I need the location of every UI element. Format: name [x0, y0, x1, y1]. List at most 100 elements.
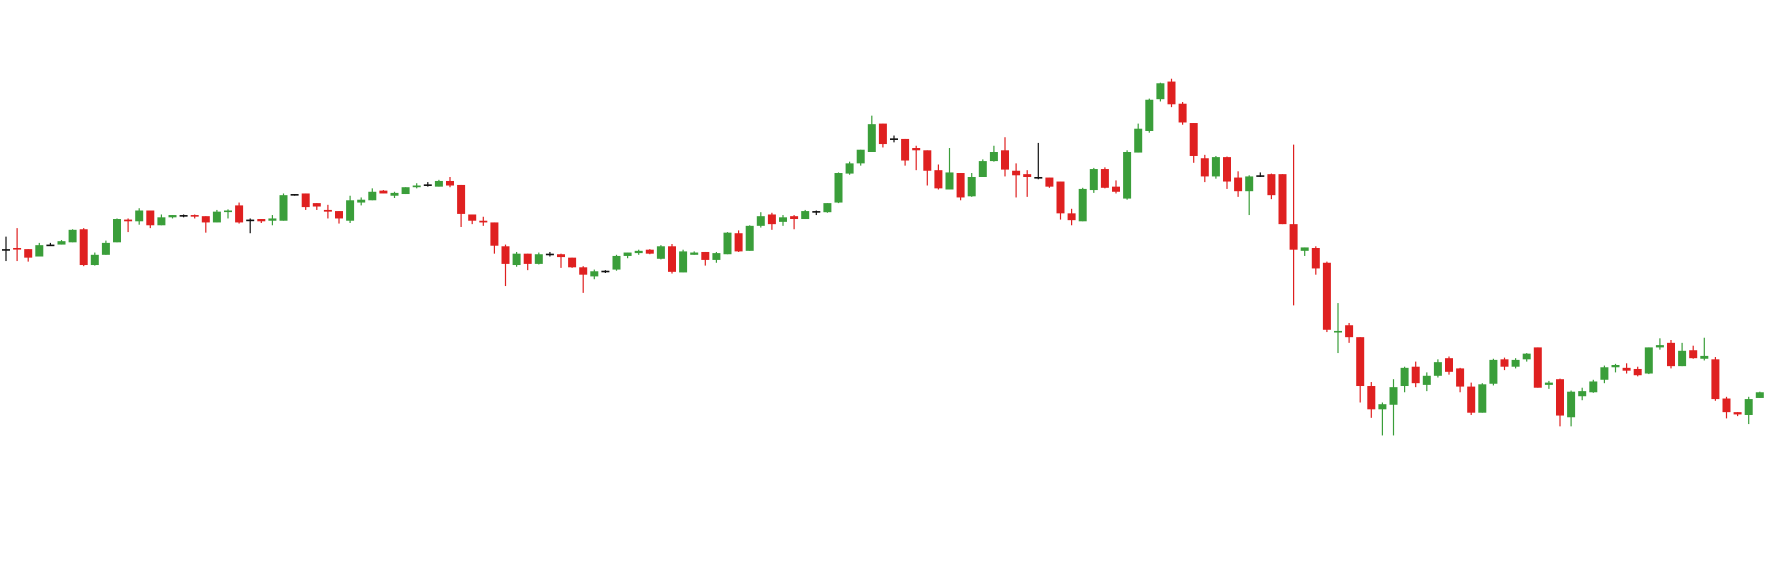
candle-body — [679, 251, 688, 273]
candle-body — [379, 190, 388, 194]
candle-body — [1589, 381, 1598, 393]
candle-body — [1300, 247, 1309, 251]
candle-112 — [1245, 175, 1254, 216]
candle-98 — [1089, 167, 1098, 193]
candle-102 — [1134, 123, 1143, 153]
candle-body — [912, 148, 921, 151]
candle-body — [434, 180, 443, 187]
candle-body — [1334, 330, 1342, 333]
candle-84 — [934, 164, 943, 190]
candle-body — [523, 253, 532, 264]
candle-117 — [1300, 247, 1309, 256]
candle-body — [335, 211, 343, 219]
candle-68 — [756, 212, 765, 228]
candle-body — [956, 173, 965, 198]
candle-104 — [1156, 82, 1165, 102]
candle-body — [1200, 158, 1209, 177]
candle-body — [1500, 359, 1509, 367]
candle-body — [1522, 353, 1531, 360]
candle-23 — [257, 219, 266, 223]
candle-120 — [1334, 303, 1342, 354]
candle-body — [512, 253, 521, 266]
candle-body — [1356, 337, 1365, 387]
candle-11 — [124, 218, 133, 233]
candle-51 — [568, 257, 577, 268]
candle-body — [501, 246, 510, 264]
candle-body — [101, 242, 110, 255]
candle-34 — [379, 190, 388, 194]
candle-body — [701, 251, 710, 260]
candle-body — [1112, 186, 1120, 192]
candle-body — [224, 210, 232, 213]
candle-150 — [1667, 340, 1675, 369]
candle-body — [1211, 157, 1220, 177]
candle-body — [989, 152, 998, 162]
candle-24 — [268, 215, 277, 226]
candle-body — [1755, 392, 1764, 398]
candle-body — [168, 215, 177, 218]
candle-27 — [301, 193, 310, 210]
candle-140 — [1556, 378, 1564, 427]
candle-113 — [1256, 172, 1265, 177]
candle-144 — [1600, 365, 1609, 384]
candle-body — [590, 271, 599, 277]
candle-body — [1533, 347, 1542, 388]
candle-53 — [590, 269, 599, 280]
candle-103 — [1145, 98, 1154, 133]
candle-body — [124, 219, 133, 222]
candle-body — [545, 253, 554, 256]
candle-17 — [190, 214, 199, 219]
candle-body — [1389, 387, 1398, 405]
candle-body — [945, 172, 954, 190]
candle-body — [612, 255, 621, 270]
candle-body — [113, 219, 121, 243]
candle-15 — [168, 215, 177, 219]
candle-body — [212, 211, 221, 223]
candle-5 — [57, 240, 66, 245]
candle-body — [1367, 386, 1376, 410]
candle-body — [1067, 213, 1076, 221]
candle-body — [24, 249, 33, 258]
candle-body — [1578, 391, 1587, 397]
candle-body — [1422, 375, 1431, 385]
candle-body — [1223, 157, 1231, 182]
candle-48 — [534, 252, 543, 265]
candle-body — [1655, 345, 1664, 348]
candle-114 — [1267, 173, 1276, 200]
candle-72 — [801, 209, 810, 220]
candle-body — [1700, 355, 1709, 359]
candle-33 — [368, 188, 377, 201]
candle-body — [1456, 368, 1465, 387]
candle-body — [1134, 128, 1143, 153]
candle-body — [1034, 176, 1043, 179]
candle-body — [790, 216, 799, 220]
candle-body — [357, 199, 366, 203]
candle-157 — [1744, 396, 1753, 425]
candle-body — [934, 170, 943, 189]
candle-body — [1289, 224, 1298, 250]
candle-37 — [412, 183, 421, 189]
candle-body — [1278, 174, 1287, 225]
candle-124 — [1378, 402, 1387, 436]
candle-35 — [390, 191, 399, 199]
candle-101 — [1123, 150, 1132, 200]
candle-body — [268, 218, 277, 221]
candle-body — [290, 194, 299, 196]
candle-body — [1633, 368, 1642, 376]
candle-body — [890, 138, 898, 140]
candle-0 — [2, 236, 10, 262]
candle-body — [1445, 358, 1453, 372]
candle-64 — [712, 251, 721, 263]
candle-99 — [1100, 167, 1109, 189]
candle-153 — [1700, 337, 1709, 361]
candle-147 — [1633, 366, 1642, 377]
candle-body — [1511, 359, 1520, 367]
candle-body — [390, 192, 399, 196]
candle-body — [279, 195, 288, 221]
candle-133 — [1478, 383, 1487, 413]
candle-body — [978, 161, 987, 177]
candle-body — [1711, 359, 1720, 400]
candle-body — [1478, 384, 1487, 413]
